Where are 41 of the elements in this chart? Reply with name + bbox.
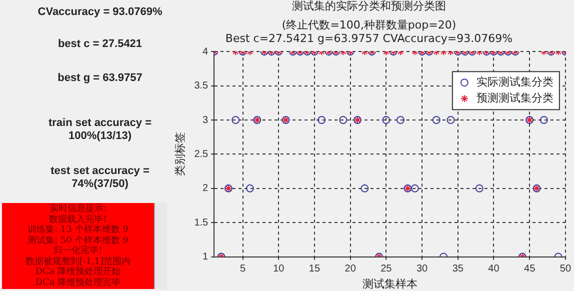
point	[246, 184, 254, 192]
text: best c = 27.5421	[56, 38, 144, 51]
point	[339, 116, 348, 124]
x-tick-label: 30	[416, 264, 428, 275]
x-tick-label: 45	[524, 264, 536, 275]
text: best g = 63.9757	[58, 72, 142, 84]
x-tick-label: 20	[344, 264, 356, 275]
text: 实时信息提示: 数据载入完毕! 训练集: 13 个样本维数 9 测试集: 50 个样本维数 9 归一化完毕! 数据被规整到[-1,1]范围内 DCa 降维预处理开始 DCa 降维预处理完毕	[2, 203, 154, 289]
y-axis-title: 类别标签	[173, 132, 186, 176]
text: train set accuracy = 100%(13/13)	[48, 117, 152, 142]
point	[396, 116, 405, 124]
point	[318, 116, 326, 124]
point	[540, 116, 548, 124]
point	[446, 116, 455, 124]
x-axis-title: 测试集样本	[362, 277, 418, 290]
y-tick-label: 3.5	[194, 80, 209, 92]
chart-subtitle: (终止代数=100,种群数量pop=20) Best c=27.5421 g=63.9757 CVAccuracy=93.0769%	[225, 18, 513, 45]
x-tick-label: 25	[380, 264, 392, 275]
point	[432, 116, 440, 124]
legend-label: 预测测试集分类	[476, 91, 554, 104]
point	[382, 116, 390, 124]
point	[475, 184, 484, 192]
text: CVaccuracy = 93.0769%	[36, 6, 164, 19]
y-tick-label: 4	[202, 46, 209, 58]
y-tick-label: 2	[202, 183, 209, 194]
y-tick-label: 1	[202, 252, 209, 263]
chart-title: 测试集的实际分类和预测分类图	[292, 0, 446, 12]
legend-label: 实际测试集分类	[476, 75, 554, 88]
x-tick-label: 50	[560, 264, 572, 275]
point	[232, 116, 240, 124]
point	[360, 184, 369, 192]
y-tick-label: 1.5	[194, 217, 209, 228]
point	[410, 184, 419, 192]
x-tick-label: 10	[273, 264, 285, 275]
x-tick-label: 35	[452, 264, 464, 275]
x-tick-label: 5	[240, 264, 246, 275]
y-tick-label: 2.5	[194, 148, 209, 160]
y-tick-label: 3	[202, 114, 209, 126]
x-tick-label: 15	[308, 264, 320, 275]
text: test set accuracy = 74%(37/50)	[50, 165, 150, 190]
x-tick-label: 40	[488, 264, 500, 275]
